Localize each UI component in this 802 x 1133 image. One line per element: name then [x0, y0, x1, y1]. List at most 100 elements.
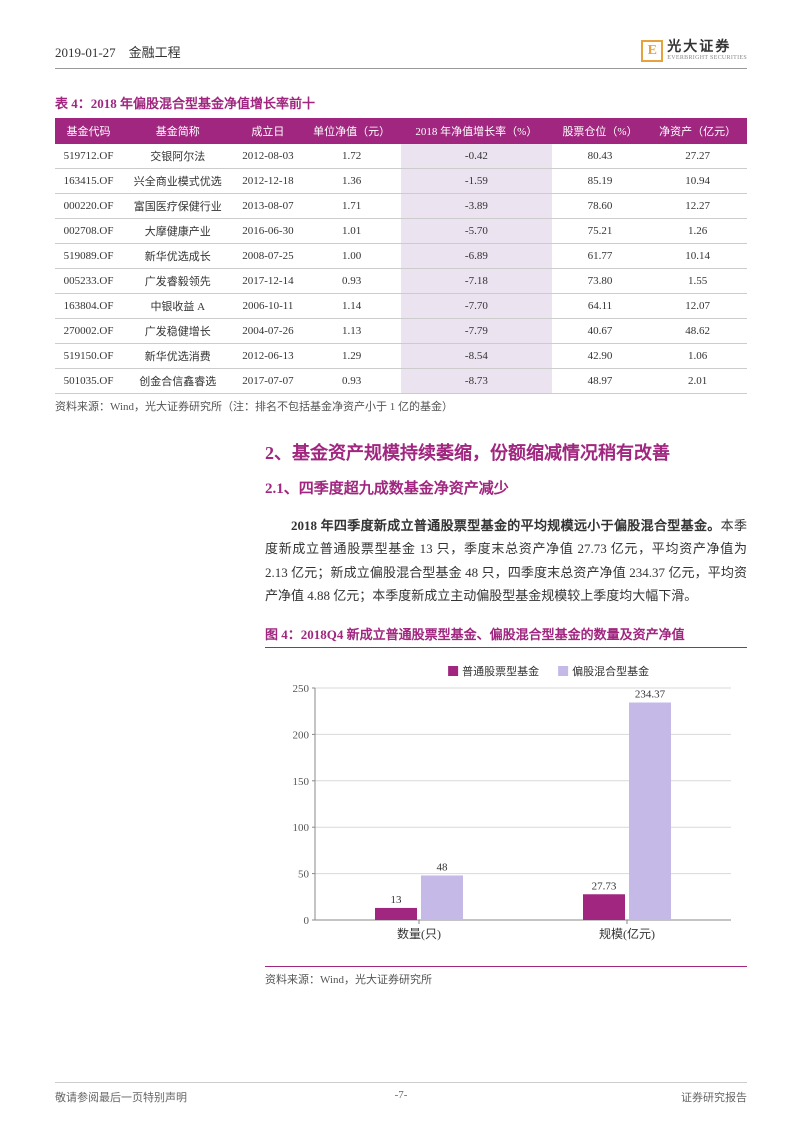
- table-cell: 80.43: [552, 144, 649, 169]
- logo-text-en: EVERBRIGHT SECURITIES: [667, 55, 747, 62]
- svg-text:0: 0: [304, 915, 310, 927]
- svg-text:27.73: 27.73: [592, 880, 617, 892]
- table-cell: -7.79: [401, 319, 552, 344]
- svg-text:50: 50: [298, 868, 310, 880]
- table-cell: 2008-07-25: [234, 244, 303, 269]
- table-cell: 大摩健康产业: [122, 219, 233, 244]
- svg-text:数量(只): 数量(只): [397, 926, 441, 941]
- svg-text:250: 250: [293, 683, 310, 695]
- svg-text:偏股混合型基金: 偏股混合型基金: [572, 664, 649, 678]
- table-cell: 48.97: [552, 369, 649, 394]
- table-row: 163804.OF中银收益 A2006-10-111.14-7.7064.111…: [55, 294, 747, 319]
- table-cell: 002708.OF: [55, 219, 122, 244]
- table-cell: 交银阿尔法: [122, 144, 233, 169]
- table-cell: 61.77: [552, 244, 649, 269]
- table-cell: -6.89: [401, 244, 552, 269]
- table-cell: 1.01: [302, 219, 401, 244]
- chart4-note: 资料来源：Wind，光大证券研究所: [265, 966, 747, 987]
- section2-h3: 2.1、四季度超九成数基金净资产减少: [265, 477, 747, 498]
- table-cell: 0.93: [302, 269, 401, 294]
- table-cell: 2006-10-11: [234, 294, 303, 319]
- table-cell: 2.01: [648, 369, 747, 394]
- footer-left: 敬请参阅最后一页特别声明: [55, 1089, 187, 1105]
- table-cell: 005233.OF: [55, 269, 122, 294]
- table-cell: -8.54: [401, 344, 552, 369]
- header-meta: 2019-01-27 金融工程: [55, 42, 181, 61]
- table-row: 519150.OF新华优选消费2012-06-131.29-8.5442.901…: [55, 344, 747, 369]
- table-cell: 富国医疗保健行业: [122, 194, 233, 219]
- table-cell: 10.14: [648, 244, 747, 269]
- table4-header-cell: 股票仓位（%）: [552, 118, 649, 144]
- table4-header-cell: 基金代码: [55, 118, 122, 144]
- table-cell: 1.71: [302, 194, 401, 219]
- table-cell: 519089.OF: [55, 244, 122, 269]
- table-cell: -8.73: [401, 369, 552, 394]
- table-cell: 2012-12-18: [234, 169, 303, 194]
- table-row: 005233.OF广发睿毅领先2017-12-140.93-7.1873.801…: [55, 269, 747, 294]
- table-cell: -5.70: [401, 219, 552, 244]
- table-row: 270002.OF广发稳健增长2004-07-261.13-7.7940.674…: [55, 319, 747, 344]
- table-cell: 1.14: [302, 294, 401, 319]
- content-column: 2、基金资产规模持续萎缩，份额缩减情况稍有改善 2.1、四季度超九成数基金净资产…: [265, 440, 747, 987]
- table-cell: 519150.OF: [55, 344, 122, 369]
- table-cell: 163804.OF: [55, 294, 122, 319]
- table-cell: 1.06: [648, 344, 747, 369]
- svg-text:规模(亿元): 规模(亿元): [599, 926, 655, 941]
- table-cell: 501035.OF: [55, 369, 122, 394]
- table-cell: 2016-06-30: [234, 219, 303, 244]
- table-cell: 78.60: [552, 194, 649, 219]
- table-cell: 1.00: [302, 244, 401, 269]
- svg-text:150: 150: [293, 775, 310, 787]
- table-cell: 2017-12-14: [234, 269, 303, 294]
- table-cell: -1.59: [401, 169, 552, 194]
- table-cell: 1.29: [302, 344, 401, 369]
- table-cell: 新华优选消费: [122, 344, 233, 369]
- table-cell: 40.67: [552, 319, 649, 344]
- chart4-title: 图 4：2018Q4 新成立普通股票型基金、偏股混合型基金的数量及资产净值: [265, 624, 747, 648]
- table-cell: 1.55: [648, 269, 747, 294]
- table-cell: -0.42: [401, 144, 552, 169]
- table-cell: 12.07: [648, 294, 747, 319]
- table-cell: 广发睿毅领先: [122, 269, 233, 294]
- table-cell: 新华优选成长: [122, 244, 233, 269]
- table-row: 002708.OF大摩健康产业2016-06-301.01-5.7075.211…: [55, 219, 747, 244]
- table-cell: 2017-07-07: [234, 369, 303, 394]
- table-cell: 270002.OF: [55, 319, 122, 344]
- table-cell: 2012-08-03: [234, 144, 303, 169]
- para-bold: 2018 年四季度新成立普通股票型基金的平均规模远小于偏股混合型基金。: [291, 518, 721, 533]
- svg-text:普通股票型基金: 普通股票型基金: [462, 664, 539, 678]
- chart4: 普通股票型基金偏股混合型基金0501001502002501348数量(只)27…: [265, 656, 747, 962]
- table4: 基金代码基金简称成立日单位净值（元）2018 年净值增长率（%）股票仓位（%）净…: [55, 118, 747, 394]
- table-cell: 2013-08-07: [234, 194, 303, 219]
- table-row: 000220.OF富国医疗保健行业2013-08-071.71-3.8978.6…: [55, 194, 747, 219]
- table4-header-cell: 净资产（亿元）: [648, 118, 747, 144]
- table-cell: 000220.OF: [55, 194, 122, 219]
- table-cell: -3.89: [401, 194, 552, 219]
- table-row: 519089.OF新华优选成长2008-07-251.00-6.8961.771…: [55, 244, 747, 269]
- table-cell: 0.93: [302, 369, 401, 394]
- table4-section: 表 4：2018 年偏股混合型基金净值增长率前十 基金代码基金简称成立日单位净值…: [55, 93, 747, 414]
- table4-header-cell: 2018 年净值增长率（%）: [401, 118, 552, 144]
- table-cell: 1.26: [648, 219, 747, 244]
- table-cell: 73.80: [552, 269, 649, 294]
- table-row: 519712.OF交银阿尔法2012-08-031.72-0.4280.4327…: [55, 144, 747, 169]
- svg-text:200: 200: [293, 729, 310, 741]
- table-cell: 10.94: [648, 169, 747, 194]
- table-cell: 163415.OF: [55, 169, 122, 194]
- table4-header-cell: 单位净值（元）: [302, 118, 401, 144]
- table-cell: 1.36: [302, 169, 401, 194]
- table-cell: 1.72: [302, 144, 401, 169]
- table-row: 501035.OF创金合信鑫睿选2017-07-070.93-8.7348.97…: [55, 369, 747, 394]
- footer-right: 证券研究报告: [681, 1089, 747, 1105]
- svg-text:100: 100: [293, 822, 310, 834]
- table-cell: 64.11: [552, 294, 649, 319]
- table-cell: 48.62: [648, 319, 747, 344]
- table-cell: 42.90: [552, 344, 649, 369]
- table4-note: 资料来源：Wind，光大证券研究所（注：排名不包括基金净资产小于 1 亿的基金）: [55, 398, 747, 414]
- table-cell: 2004-07-26: [234, 319, 303, 344]
- table4-header-cell: 基金简称: [122, 118, 233, 144]
- table-cell: 创金合信鑫睿选: [122, 369, 233, 394]
- chart4-svg: 普通股票型基金偏股混合型基金0501001502002501348数量(只)27…: [273, 660, 743, 950]
- table-cell: 75.21: [552, 219, 649, 244]
- table-cell: 2012-06-13: [234, 344, 303, 369]
